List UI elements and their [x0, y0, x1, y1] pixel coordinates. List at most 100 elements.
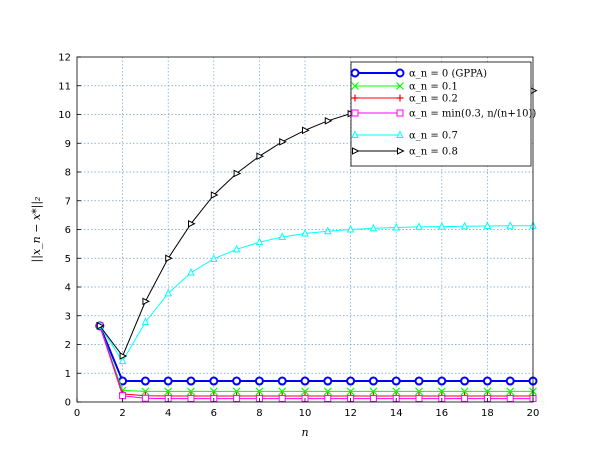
y-tick-label: 6 [65, 225, 71, 236]
data-point [187, 387, 195, 396]
data-point [164, 288, 173, 297]
data-point [369, 387, 378, 396]
legend-item: α_n = min(0.3, n/(n+10)) [351, 109, 536, 120]
data-point [530, 86, 538, 95]
x-tick-label: 20 [527, 408, 540, 419]
series-line [98, 325, 533, 382]
y-tick-label: 3 [65, 311, 71, 322]
data-point [301, 387, 309, 396]
data-point [277, 376, 287, 386]
legend-label: α_n = 0.7 [409, 131, 458, 142]
legend-marker [351, 109, 359, 117]
data-point [482, 376, 492, 386]
data-point [302, 126, 310, 135]
data-point [369, 395, 377, 403]
y-tick-label: 9 [65, 139, 71, 150]
data-point [437, 376, 447, 386]
legend-item: α_n = 0.1 [351, 82, 458, 93]
data-point [346, 224, 355, 233]
data-point [368, 376, 378, 386]
legend-marker [351, 82, 359, 90]
legend-marker [350, 68, 360, 78]
x-tick-label: 6 [211, 408, 217, 419]
data-point [209, 254, 218, 262]
data-point [460, 221, 469, 230]
x-tick-label: 12 [344, 408, 357, 419]
data-point [415, 395, 423, 403]
data-point [164, 387, 173, 396]
data-point [233, 169, 242, 178]
data-point [415, 222, 423, 230]
data-point [119, 352, 128, 360]
data-point [460, 387, 469, 396]
legend-item: α_n = 0.8 [352, 147, 458, 158]
data-point [209, 387, 218, 396]
data-point [323, 226, 332, 235]
data-point [186, 376, 196, 386]
data-point [300, 376, 310, 386]
x-tick-label: 14 [390, 408, 403, 419]
legend-marker [397, 147, 405, 155]
x-tick-label: 4 [165, 408, 171, 419]
x-tick-label: 16 [435, 408, 448, 419]
data-point [141, 387, 150, 396]
data-point [323, 387, 332, 396]
data-point [369, 223, 378, 232]
x-tick-label: 2 [119, 408, 125, 419]
legend-marker [396, 130, 404, 138]
legend-item: α_n = 0.7 [351, 130, 458, 142]
data-point [483, 387, 492, 396]
y-tick-label: 7 [65, 196, 71, 207]
legend-label: α_n = 0.8 [409, 147, 458, 158]
legend-marker [395, 68, 405, 78]
data-point [460, 376, 470, 386]
data-point [324, 395, 332, 403]
data-point [141, 317, 150, 326]
legend-label: α_n = min(0.3, n/(n+10)) [409, 109, 536, 120]
data-point [506, 395, 514, 403]
legend-box [350, 61, 532, 167]
data-point [278, 232, 287, 240]
data-point [392, 387, 401, 396]
legend-marker [396, 109, 404, 117]
data-point [118, 356, 127, 365]
series-3 [96, 322, 537, 403]
data-point [414, 376, 424, 386]
series-line [99, 325, 533, 392]
x-tick-label: 8 [256, 408, 262, 419]
y-tick-label: 0 [65, 398, 71, 409]
data-point [232, 244, 241, 253]
data-point [391, 376, 401, 386]
legend: α_n = 0 (GPPA) α_n = 0.1α_n = 0.2 α_n = mi… [350, 61, 536, 167]
y-tick-label: 2 [65, 340, 71, 351]
data-point [324, 117, 333, 125]
legend-label: α_n = 0.2 [409, 94, 458, 105]
x-tick-label: 0 [74, 408, 80, 419]
data-point [188, 219, 196, 228]
series-line [99, 325, 533, 397]
data-point [256, 152, 265, 160]
series-1 [95, 321, 537, 396]
x-axis-label: n [301, 426, 308, 439]
legend-marker [396, 82, 404, 90]
legend-item: α_n = 0 (GPPA) [350, 68, 487, 80]
legend-item: α_n = 0.2 [351, 94, 458, 105]
data-point [506, 387, 515, 396]
data-point [437, 387, 446, 396]
data-point [392, 222, 401, 231]
data-point [141, 394, 149, 402]
data-point [255, 237, 264, 246]
data-point [323, 376, 333, 386]
y-tick-label: 8 [65, 168, 71, 179]
x-tick-label: 18 [481, 408, 494, 419]
data-point [96, 322, 105, 330]
legend-marker [351, 130, 359, 138]
data-point [505, 376, 515, 386]
series-line [99, 325, 533, 400]
legend-label: α_n = 0.1 [409, 82, 458, 93]
legend-marker [352, 147, 360, 155]
series-4 [95, 221, 537, 365]
series-2 [96, 322, 537, 400]
